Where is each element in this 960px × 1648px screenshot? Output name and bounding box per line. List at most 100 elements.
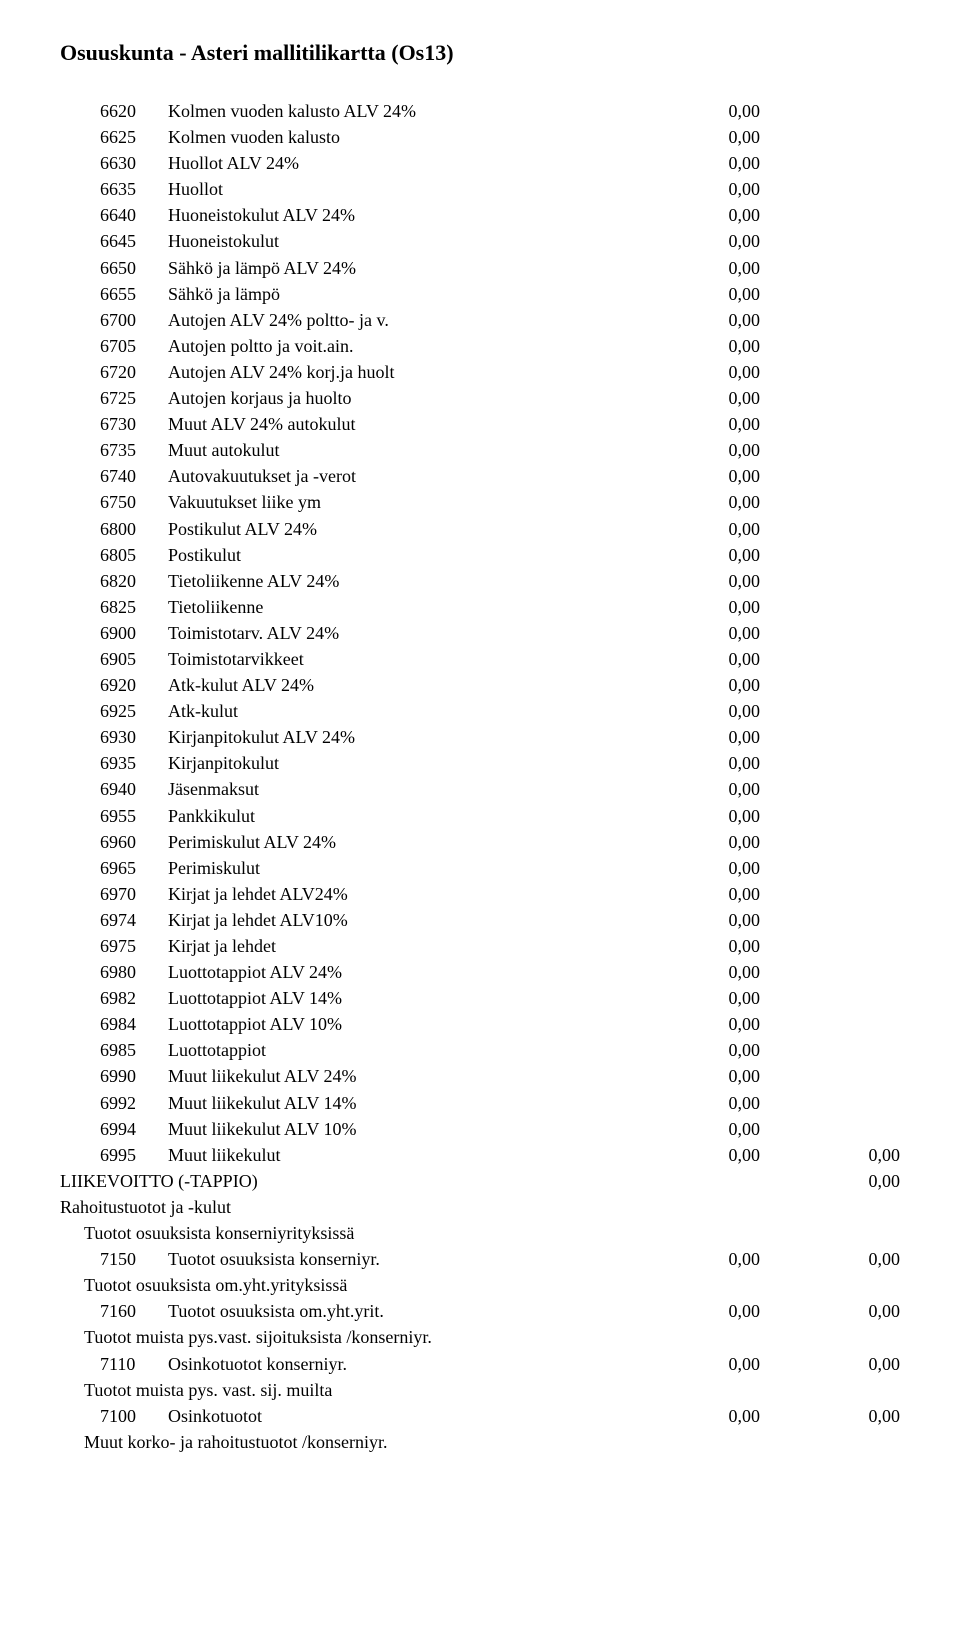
account-amt1: 0,00 — [660, 411, 760, 437]
account-amt1: 0,00 — [660, 98, 760, 124]
liikevoitto-text: LIIKEVOITTO (-TAPPIO) — [60, 1168, 760, 1194]
account-code: 6800 — [60, 516, 160, 542]
account-code: 6985 — [60, 1037, 160, 1063]
account-desc: Tietoliikenne ALV 24% — [160, 568, 660, 594]
account-desc: Tietoliikenne — [160, 594, 660, 620]
account-row: 6940Jäsenmaksut0,00 — [60, 776, 900, 802]
account-row: 6992Muut liikekulut ALV 14%0,00 — [60, 1090, 900, 1116]
account-code: 6980 — [60, 959, 160, 985]
account-amt1: 0,00 — [660, 907, 760, 933]
account-row: 6620Kolmen vuoden kalusto ALV 24%0,00 — [60, 98, 900, 124]
account-amt1: 0,00 — [660, 724, 760, 750]
sub4-a2: 0,00 — [760, 1403, 900, 1429]
account-amt1: 0,00 — [660, 1011, 760, 1037]
account-code: 6700 — [60, 307, 160, 333]
account-row: 6905Toimistotarvikkeet0,00 — [60, 646, 900, 672]
account-row: 6995Muut liikekulut0,000,00 — [60, 1142, 900, 1168]
account-code: 6905 — [60, 646, 160, 672]
account-row: 6720Autojen ALV 24% korj.ja huolt0,00 — [60, 359, 900, 385]
account-amt1: 0,00 — [660, 1116, 760, 1142]
account-row: 6930Kirjanpitokulut ALV 24%0,00 — [60, 724, 900, 750]
account-code: 6720 — [60, 359, 160, 385]
account-desc: Vakuutukset liike ym — [160, 489, 660, 515]
account-desc: Kirjat ja lehdet — [160, 933, 660, 959]
account-desc: Kirjanpitokulut — [160, 750, 660, 776]
sub4-row: 7100 Osinkotuotot 0,00 0,00 — [60, 1403, 900, 1429]
sub2-header: Tuotot osuuksista om.yht.yrityksissä — [60, 1272, 900, 1298]
account-row: 6975Kirjat ja lehdet0,00 — [60, 933, 900, 959]
account-desc: Kirjat ja lehdet ALV24% — [160, 881, 660, 907]
sub2-a1: 0,00 — [660, 1298, 760, 1324]
account-row: 6982Luottotappiot ALV 14%0,00 — [60, 985, 900, 1011]
account-row: 6645Huoneistokulut0,00 — [60, 228, 900, 254]
account-desc: Muut liikekulut ALV 10% — [160, 1116, 660, 1142]
sub1-desc: Tuotot osuuksista konserniyr. — [160, 1246, 660, 1272]
account-desc: Toimistotarv. ALV 24% — [160, 620, 660, 646]
account-amt1: 0,00 — [660, 202, 760, 228]
account-desc: Autojen ALV 24% poltto- ja v. — [160, 307, 660, 333]
account-desc: Kolmen vuoden kalusto ALV 24% — [160, 98, 660, 124]
account-desc: Kolmen vuoden kalusto — [160, 124, 660, 150]
account-row: 6700Autojen ALV 24% poltto- ja v.0,00 — [60, 307, 900, 333]
account-amt1: 0,00 — [660, 959, 760, 985]
account-desc: Muut ALV 24% autokulut — [160, 411, 660, 437]
account-row: 6990Muut liikekulut ALV 24%0,00 — [60, 1063, 900, 1089]
account-code: 6975 — [60, 933, 160, 959]
account-desc: Pankkikulut — [160, 803, 660, 829]
account-code: 6990 — [60, 1063, 160, 1089]
sub3-code: 7110 — [60, 1351, 160, 1377]
account-desc: Luottotappiot ALV 10% — [160, 1011, 660, 1037]
account-code: 6982 — [60, 985, 160, 1011]
rahoitus-header: Rahoitustuotot ja -kulut — [60, 1194, 900, 1220]
account-desc: Huoneistokulut ALV 24% — [160, 202, 660, 228]
account-row: 6985Luottotappiot0,00 — [60, 1037, 900, 1063]
account-amt1: 0,00 — [660, 437, 760, 463]
account-code: 6750 — [60, 489, 160, 515]
account-code: 6740 — [60, 463, 160, 489]
account-desc: Perimiskulut — [160, 855, 660, 881]
account-code: 6925 — [60, 698, 160, 724]
account-code: 6635 — [60, 176, 160, 202]
sub4-a1: 0,00 — [660, 1403, 760, 1429]
account-amt1: 0,00 — [660, 176, 760, 202]
account-desc: Luottotappiot ALV 14% — [160, 985, 660, 1011]
account-row: 6974Kirjat ja lehdet ALV10%0,00 — [60, 907, 900, 933]
account-row: 6730Muut ALV 24% autokulut0,00 — [60, 411, 900, 437]
sub2-code: 7160 — [60, 1298, 160, 1324]
account-code: 6655 — [60, 281, 160, 307]
account-amt1: 0,00 — [660, 463, 760, 489]
account-code: 6930 — [60, 724, 160, 750]
account-amt1: 0,00 — [660, 333, 760, 359]
sub2-a2: 0,00 — [760, 1298, 900, 1324]
liikevoitto-amt: 0,00 — [760, 1168, 900, 1194]
account-desc: Muut liikekulut — [160, 1142, 660, 1168]
account-desc: Luottotappiot ALV 24% — [160, 959, 660, 985]
page-title: Osuuskunta - Asteri mallitilikartta (Os1… — [60, 40, 900, 66]
sub2-desc: Tuotot osuuksista om.yht.yrit. — [160, 1298, 660, 1324]
sub3-a1: 0,00 — [660, 1351, 760, 1377]
account-desc: Muut liikekulut ALV 14% — [160, 1090, 660, 1116]
account-row: 6920Atk-kulut ALV 24%0,00 — [60, 672, 900, 698]
account-amt1: 0,00 — [660, 281, 760, 307]
account-row: 6725Autojen korjaus ja huolto0,00 — [60, 385, 900, 411]
account-code: 6645 — [60, 228, 160, 254]
account-code: 6984 — [60, 1011, 160, 1037]
sub2-row: 7160 Tuotot osuuksista om.yht.yrit. 0,00… — [60, 1298, 900, 1324]
account-desc: Sähkö ja lämpö — [160, 281, 660, 307]
account-amt1: 0,00 — [660, 776, 760, 802]
account-desc: Huollot — [160, 176, 660, 202]
account-amt1: 0,00 — [660, 385, 760, 411]
account-desc: Luottotappiot — [160, 1037, 660, 1063]
sub1-header: Tuotot osuuksista konserniyrityksissä — [60, 1220, 900, 1246]
account-desc: Autojen ALV 24% korj.ja huolt — [160, 359, 660, 385]
account-row: 6984Luottotappiot ALV 10%0,00 — [60, 1011, 900, 1037]
liikevoitto-row: LIIKEVOITTO (-TAPPIO) 0,00 — [60, 1168, 900, 1194]
account-row: 6955Pankkikulut0,00 — [60, 803, 900, 829]
account-desc: Atk-kulut ALV 24% — [160, 672, 660, 698]
account-row: 6960Perimiskulut ALV 24%0,00 — [60, 829, 900, 855]
sub3-desc: Osinkotuotot konserniyr. — [160, 1351, 660, 1377]
account-desc: Atk-kulut — [160, 698, 660, 724]
account-code: 6920 — [60, 672, 160, 698]
account-desc: Muut autokulut — [160, 437, 660, 463]
account-code: 6960 — [60, 829, 160, 855]
